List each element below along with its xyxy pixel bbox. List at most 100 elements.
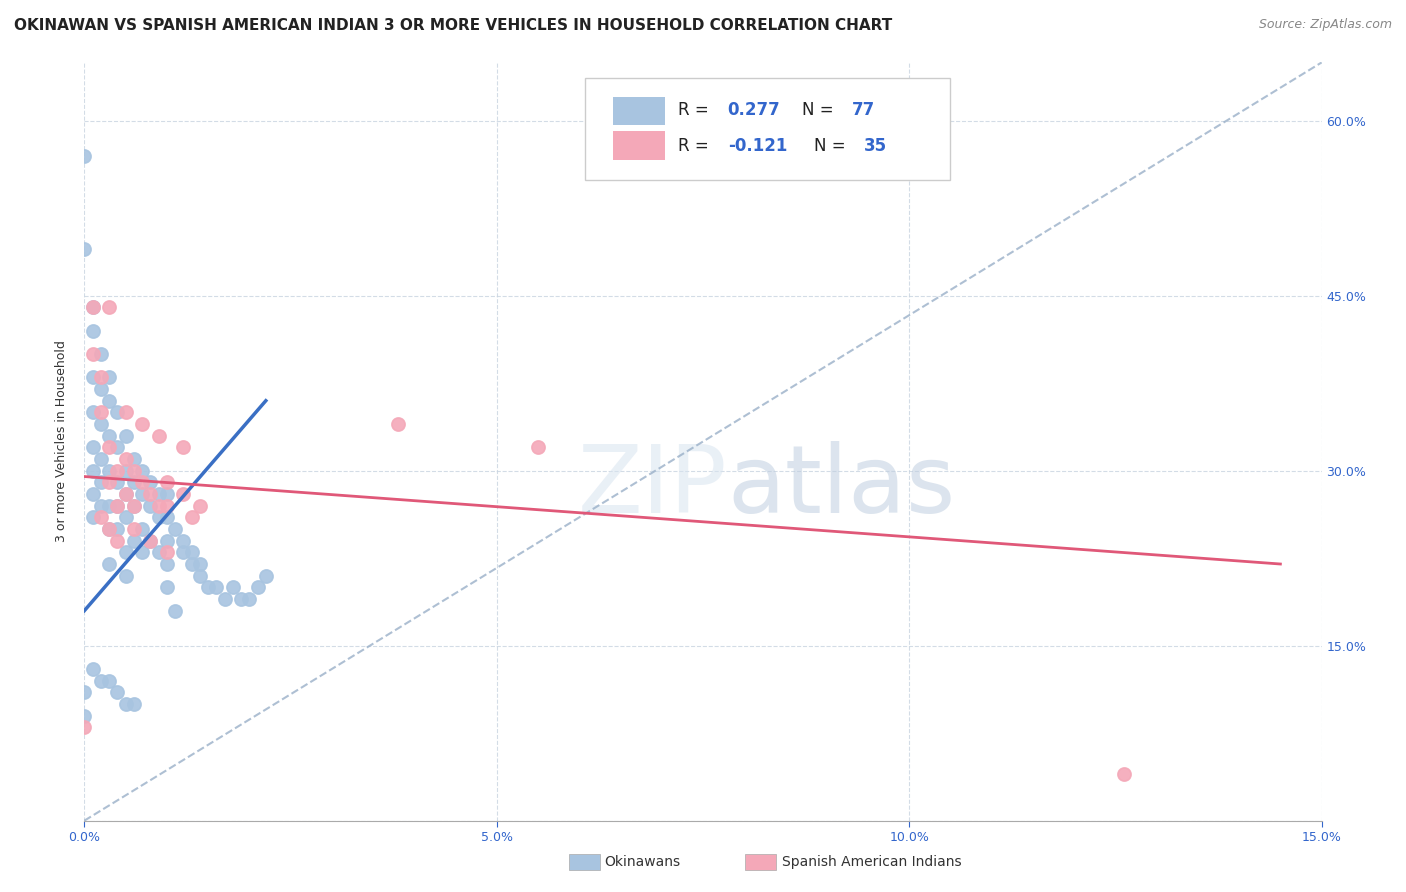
- Text: Okinawans: Okinawans: [605, 855, 681, 869]
- Point: [114, 510, 136, 524]
- Point: [139, 533, 162, 548]
- Point: [98, 370, 121, 384]
- Point: [90, 347, 112, 361]
- Point: [156, 487, 179, 501]
- Point: [131, 545, 153, 559]
- Text: OKINAWAN VS SPANISH AMERICAN INDIAN 3 OR MORE VEHICLES IN HOUSEHOLD CORRELATION : OKINAWAN VS SPANISH AMERICAN INDIAN 3 OR…: [14, 18, 893, 33]
- Text: R =: R =: [678, 101, 714, 120]
- Point: [105, 499, 128, 513]
- Point: [98, 522, 121, 536]
- Point: [165, 522, 187, 536]
- Point: [82, 405, 104, 419]
- Point: [114, 405, 136, 419]
- Point: [148, 510, 170, 524]
- Point: [246, 580, 269, 594]
- Text: atlas: atlas: [728, 441, 956, 533]
- Point: [156, 545, 179, 559]
- Point: [73, 149, 96, 163]
- Point: [105, 405, 128, 419]
- Point: [98, 464, 121, 478]
- Text: -0.121: -0.121: [728, 136, 787, 155]
- Point: [82, 324, 104, 338]
- Point: [139, 533, 162, 548]
- Point: [229, 592, 252, 607]
- Point: [156, 557, 179, 571]
- Point: [90, 452, 112, 467]
- Point: [188, 568, 211, 582]
- Point: [180, 545, 202, 559]
- Text: R =: R =: [678, 136, 714, 155]
- Point: [105, 685, 128, 699]
- Point: [122, 499, 145, 513]
- Point: [73, 720, 96, 734]
- Point: [114, 568, 136, 582]
- Point: [90, 499, 112, 513]
- Point: [122, 452, 145, 467]
- Point: [131, 522, 153, 536]
- Point: [165, 604, 187, 618]
- Point: [188, 499, 211, 513]
- Point: [98, 441, 121, 455]
- Point: [122, 533, 145, 548]
- Point: [122, 499, 145, 513]
- Point: [73, 708, 96, 723]
- Point: [98, 428, 121, 442]
- Text: 0.277: 0.277: [728, 101, 780, 120]
- Point: [82, 464, 104, 478]
- Point: [131, 417, 153, 431]
- Point: [172, 533, 194, 548]
- Point: [98, 673, 121, 688]
- Point: [148, 487, 170, 501]
- Point: [214, 592, 236, 607]
- Point: [114, 487, 136, 501]
- Point: [156, 475, 179, 490]
- Point: [98, 499, 121, 513]
- Point: [114, 464, 136, 478]
- Point: [90, 673, 112, 688]
- Text: N =: N =: [814, 136, 851, 155]
- Point: [98, 475, 121, 490]
- Point: [122, 522, 145, 536]
- Point: [1112, 767, 1135, 781]
- Point: [82, 510, 104, 524]
- Point: [527, 441, 550, 455]
- Point: [222, 580, 245, 594]
- Point: [180, 557, 202, 571]
- Point: [172, 545, 194, 559]
- Point: [254, 568, 277, 582]
- Point: [82, 487, 104, 501]
- Point: [188, 557, 211, 571]
- Point: [197, 580, 219, 594]
- Point: [156, 510, 179, 524]
- Point: [82, 347, 104, 361]
- Point: [105, 441, 128, 455]
- Point: [90, 370, 112, 384]
- Point: [90, 382, 112, 396]
- Point: [172, 487, 194, 501]
- Point: [105, 475, 128, 490]
- Point: [114, 545, 136, 559]
- Text: Spanish American Indians: Spanish American Indians: [782, 855, 962, 869]
- FancyBboxPatch shape: [613, 131, 665, 161]
- Point: [180, 510, 202, 524]
- Point: [131, 475, 153, 490]
- Point: [105, 499, 128, 513]
- Point: [114, 697, 136, 711]
- Point: [105, 464, 128, 478]
- Point: [98, 393, 121, 408]
- Point: [90, 475, 112, 490]
- Point: [122, 697, 145, 711]
- Text: Source: ZipAtlas.com: Source: ZipAtlas.com: [1258, 18, 1392, 31]
- Point: [148, 545, 170, 559]
- Point: [205, 580, 228, 594]
- Point: [114, 452, 136, 467]
- Text: N =: N =: [801, 101, 839, 120]
- Text: ZIP: ZIP: [578, 441, 728, 533]
- Point: [82, 301, 104, 315]
- Point: [82, 370, 104, 384]
- Point: [98, 301, 121, 315]
- Point: [90, 510, 112, 524]
- Point: [238, 592, 260, 607]
- Point: [156, 580, 179, 594]
- Text: 77: 77: [852, 101, 875, 120]
